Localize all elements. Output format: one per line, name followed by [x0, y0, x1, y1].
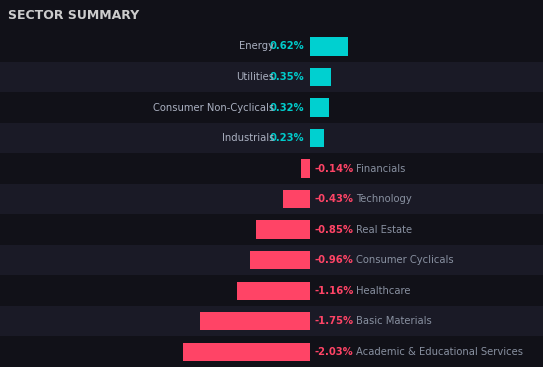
Text: Utilities: Utilities: [236, 72, 274, 82]
Bar: [0, 153, 543, 184]
Text: Healthcare: Healthcare: [356, 286, 410, 296]
Bar: [237, 281, 310, 300]
Bar: [200, 312, 310, 330]
Text: -0.85%: -0.85%: [315, 225, 354, 235]
Bar: [0, 214, 543, 245]
Text: -0.96%: -0.96%: [315, 255, 354, 265]
Bar: [250, 251, 310, 269]
Bar: [0, 92, 543, 123]
Bar: [0, 245, 543, 275]
Text: Financials: Financials: [356, 164, 405, 174]
Bar: [0, 275, 543, 306]
Text: Technology: Technology: [356, 194, 412, 204]
Bar: [256, 221, 310, 239]
Text: Consumer Cyclicals: Consumer Cyclicals: [356, 255, 453, 265]
Bar: [310, 129, 324, 147]
Bar: [283, 190, 310, 208]
Text: SECTOR SUMMARY: SECTOR SUMMARY: [8, 9, 140, 22]
Bar: [0, 62, 543, 92]
Text: Industrials: Industrials: [222, 133, 274, 143]
Text: -1.16%: -1.16%: [315, 286, 355, 296]
Text: -1.75%: -1.75%: [315, 316, 354, 326]
Bar: [310, 37, 348, 56]
Bar: [0, 306, 543, 337]
Text: -2.03%: -2.03%: [315, 347, 353, 357]
Text: 0.35%: 0.35%: [269, 72, 304, 82]
Text: 0.62%: 0.62%: [269, 41, 304, 51]
Text: Consumer Non-Cyclicals: Consumer Non-Cyclicals: [153, 102, 274, 113]
Bar: [0, 123, 543, 153]
Bar: [0, 31, 543, 62]
Text: 0.23%: 0.23%: [269, 133, 304, 143]
Text: -0.43%: -0.43%: [315, 194, 354, 204]
Bar: [183, 342, 310, 361]
Text: 0.32%: 0.32%: [269, 102, 304, 113]
Text: Real Estate: Real Estate: [356, 225, 412, 235]
Text: -0.14%: -0.14%: [315, 164, 354, 174]
Bar: [0, 337, 543, 367]
Text: Basic Materials: Basic Materials: [356, 316, 432, 326]
Text: Academic & Educational Services: Academic & Educational Services: [356, 347, 523, 357]
Bar: [301, 159, 310, 178]
Bar: [0, 184, 543, 214]
Bar: [310, 98, 330, 117]
Bar: [310, 68, 331, 86]
Text: Energy: Energy: [239, 41, 274, 51]
